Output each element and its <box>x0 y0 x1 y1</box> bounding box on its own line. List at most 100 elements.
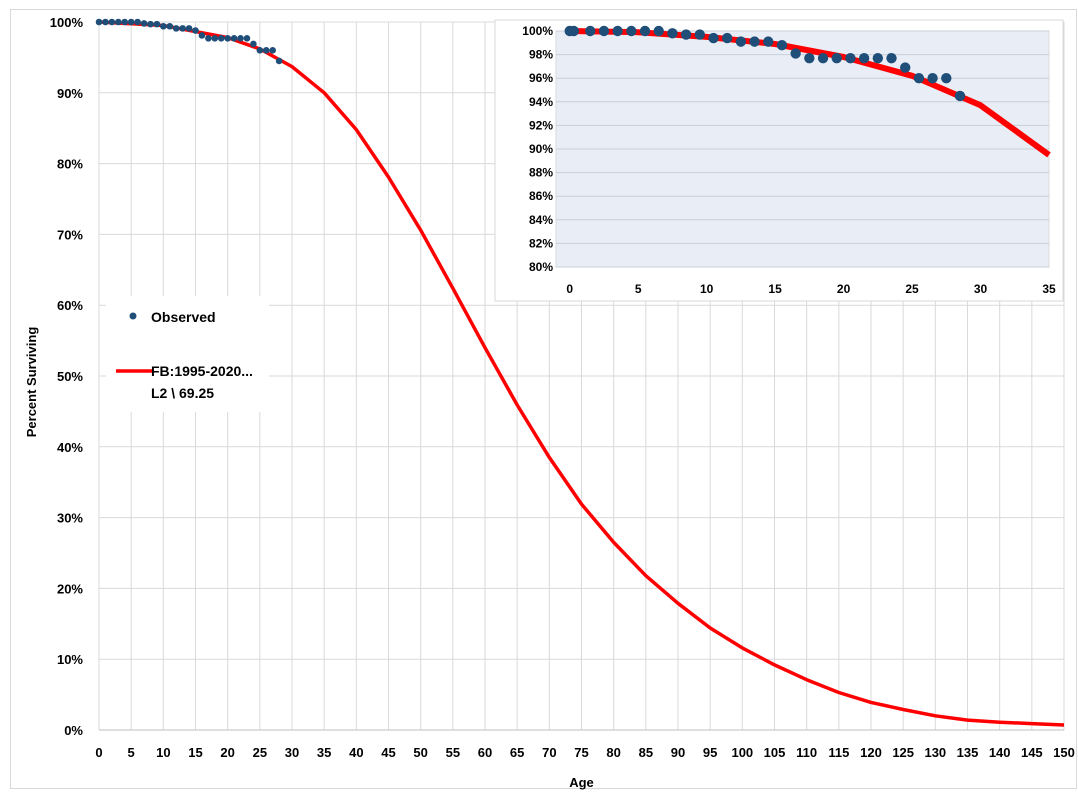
main-x-tick-label: 45 <box>381 745 395 760</box>
legend-fit-label-line2: L2 \ 69.25 <box>151 385 214 401</box>
main-observed-point <box>256 47 264 54</box>
main-observed-point <box>160 22 167 30</box>
main-y-tick-label: 20% <box>57 581 83 596</box>
main-x-tick-label: 55 <box>446 745 460 760</box>
main-x-tick-label: 60 <box>478 745 492 760</box>
main-x-tick-label: 85 <box>639 745 653 760</box>
inset-x-tick-label: 25 <box>905 282 919 296</box>
inset-observed-point <box>913 73 925 84</box>
main-observed-point <box>237 34 244 42</box>
main-observed-point <box>134 18 141 26</box>
main-observed-point <box>185 25 193 32</box>
main-x-tick-label: 125 <box>892 745 914 760</box>
inset-observed-point <box>749 36 760 47</box>
main-observed-point <box>121 18 129 26</box>
inset-y-tick-label: 94% <box>529 95 553 109</box>
main-x-tick-label: 25 <box>253 745 267 760</box>
main-x-tick-label: 30 <box>285 745 299 760</box>
inset-observed-point <box>735 36 747 47</box>
inset-observed-point <box>927 73 938 84</box>
main-x-tick-label: 100 <box>731 745 753 760</box>
main-x-tick-label: 65 <box>510 745 524 760</box>
main-x-tick-label: 110 <box>796 745 817 760</box>
main-x-tick-label: 105 <box>764 745 786 760</box>
main-x-tick-label: 150 <box>1053 745 1075 760</box>
main-observed-point <box>211 34 219 42</box>
inset-observed-point <box>831 52 842 64</box>
main-y-tick-label: 70% <box>57 227 83 242</box>
main-x-tick-label: 80 <box>606 745 620 760</box>
inset-observed-point <box>626 25 637 37</box>
inset-observed-point <box>804 52 815 64</box>
legend-observed-label: Observed <box>151 309 216 325</box>
main-observed-point <box>275 57 283 65</box>
main-observed-point <box>102 18 109 26</box>
main-observed-point <box>108 18 116 26</box>
main-y-tick-label: 50% <box>57 369 83 384</box>
inset-observed-point <box>598 25 610 37</box>
inset-observed-point <box>680 29 692 40</box>
main-y-tick-label: 10% <box>57 652 83 667</box>
inset-observed-point <box>776 39 788 51</box>
main-observed-point <box>115 18 122 26</box>
main-observed-point <box>153 20 161 28</box>
legend-fit-label: FB:1995-2020... <box>151 363 253 379</box>
main-observed-point <box>230 34 238 42</box>
main-x-tick-label: 50 <box>413 745 427 760</box>
main-observed-point <box>140 20 148 27</box>
main-x-tick-label: 120 <box>860 745 882 760</box>
main-observed-point <box>224 34 231 42</box>
inset-observed-point <box>639 25 651 37</box>
main-x-axis-title: Age <box>569 775 594 790</box>
inset-plot: 80% 82% 84% 86% 88% 90% 92% 94% 96% 98% 100% 0 5 10 15… <box>494 19 1064 302</box>
main-x-tick-label: 115 <box>828 745 849 760</box>
inset-x-tick-label: 15 <box>768 282 782 296</box>
inset-observed-point <box>694 29 705 40</box>
main-observed-point <box>217 34 225 42</box>
inset-observed-point <box>845 52 856 64</box>
main-observed-point <box>179 25 186 32</box>
inset-x-tick-label: 10 <box>700 282 714 296</box>
main-y-tick-label: 30% <box>57 511 83 526</box>
inset-observed-point <box>568 25 580 37</box>
inset-observed-point <box>941 73 952 84</box>
main-observed-point <box>127 18 135 26</box>
main-x-tick-label: 40 <box>349 745 363 760</box>
main-observed-point <box>198 32 206 39</box>
inset-observed-point <box>817 52 829 64</box>
inset-x-tick-label: 0 <box>566 282 573 296</box>
main-observed-point <box>147 20 154 28</box>
main-y-tick-label: 80% <box>57 157 83 172</box>
main-x-tick-label: 140 <box>989 745 1011 760</box>
main-x-tick-label: 130 <box>924 745 946 760</box>
main-x-tick-label: 15 <box>188 745 202 760</box>
inset-observed-point <box>708 32 719 44</box>
main-x-tick-label: 35 <box>317 745 331 760</box>
inset-x-tick-label: 30 <box>974 282 988 296</box>
inset-observed-point <box>872 52 884 64</box>
inset-observed-point <box>667 28 678 39</box>
inset-observed-point <box>721 32 733 44</box>
inset-y-tick-label: 98% <box>529 48 553 62</box>
inset-x-tick-label: 20 <box>837 282 851 296</box>
main-x-tick-label: 10 <box>156 745 170 760</box>
main-y-axis-title: Percent Surviving <box>24 327 39 438</box>
inset-observed-point <box>585 25 596 37</box>
main-observed-point <box>192 27 199 34</box>
inset-y-tick-label: 86% <box>529 189 553 203</box>
inset-y-tick-label: 84% <box>529 213 553 227</box>
main-x-tick-label: 75 <box>574 745 588 760</box>
main-y-tick-label: 40% <box>57 440 83 455</box>
inset-y-tick-label: 92% <box>529 118 553 132</box>
main-x-tick-label: 145 <box>1021 745 1043 760</box>
main-x-tick-label: 20 <box>220 745 234 760</box>
main-observed-point <box>166 22 174 30</box>
inset-y-tick-label: 88% <box>529 166 553 180</box>
main-y-tick-label: 0% <box>64 723 83 738</box>
main-y-tick-label: 60% <box>57 298 83 313</box>
main-x-tick-label: 135 <box>957 745 979 760</box>
legend: Observed FB:1995-2020... L2 \ 69.25 <box>106 296 269 412</box>
inset-observed-point <box>858 52 870 64</box>
inset-x-tick-label: 5 <box>635 282 642 296</box>
